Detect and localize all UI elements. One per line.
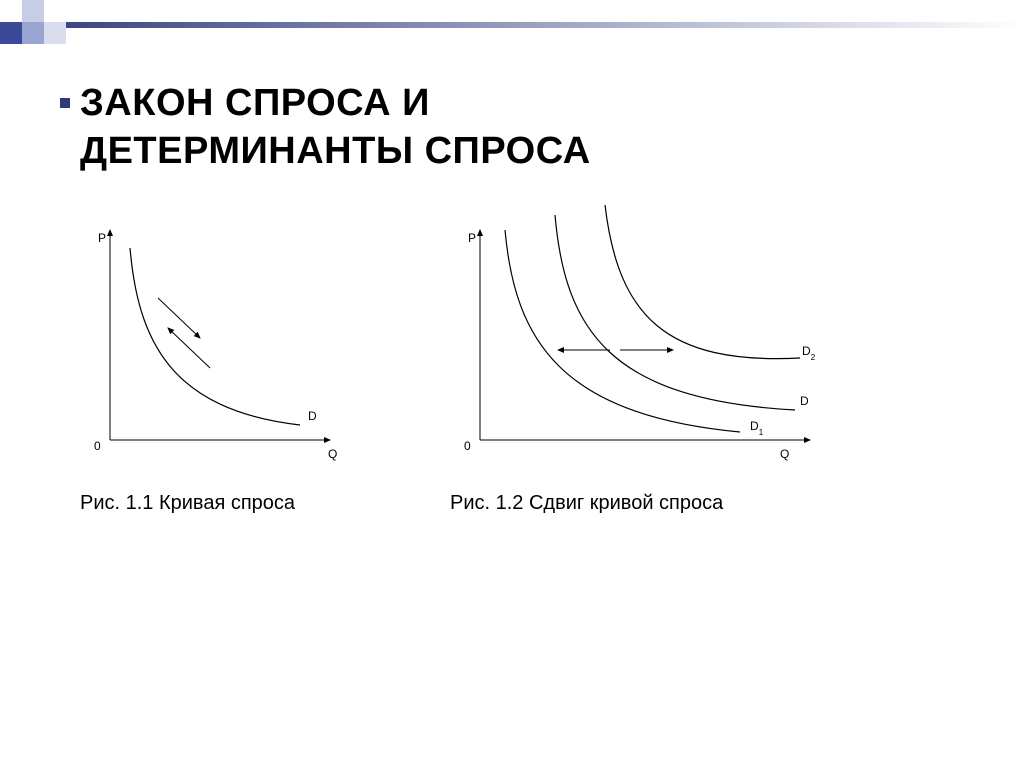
svg-text:Q: Q xyxy=(328,447,337,461)
chart-1: P Q 0 D xyxy=(80,220,340,470)
svg-text:D1: D1 xyxy=(750,419,764,437)
title-line1: ЗАКОН СПРОСА И xyxy=(80,82,430,124)
title-line2: ДЕТЕРМИНАНТЫ СПРОСА xyxy=(80,130,591,172)
charts-row: P Q 0 D Рис. 1.1 Кривая спроса P Q 0 D1 D D2 Рис… xyxy=(80,220,950,515)
header-gradient-bar xyxy=(0,22,1024,28)
svg-text:0: 0 xyxy=(464,439,471,453)
svg-text:D2: D2 xyxy=(802,344,816,362)
svg-text:D: D xyxy=(308,409,317,423)
chart-2-block: P Q 0 D1 D D2 Рис. 1.2 Сдвиг кривой спроса xyxy=(450,220,830,515)
chart-2: P Q 0 D1 D D2 xyxy=(450,220,830,470)
header-decoration xyxy=(0,0,1024,45)
page-title: ЗАКОН СПРОСА И ДЕТЕРМИНАНТЫ СПРОСА xyxy=(80,80,591,175)
svg-text:D: D xyxy=(800,394,809,408)
svg-text:P: P xyxy=(468,231,476,245)
svg-text:0: 0 xyxy=(94,439,101,453)
chart-2-caption: Рис. 1.2 Сдвиг кривой спроса xyxy=(450,492,830,515)
svg-text:Q: Q xyxy=(780,447,789,461)
svg-text:P: P xyxy=(98,231,106,245)
chart-1-caption: Рис. 1.1 Кривая спроса xyxy=(80,492,340,515)
title-bullet xyxy=(60,98,70,108)
header-squares xyxy=(0,0,66,44)
chart-1-block: P Q 0 D Рис. 1.1 Кривая спроса xyxy=(80,220,340,515)
slide: ЗАКОН СПРОСА И ДЕТЕРМИНАНТЫ СПРОСА P Q 0 D … xyxy=(0,0,1024,767)
